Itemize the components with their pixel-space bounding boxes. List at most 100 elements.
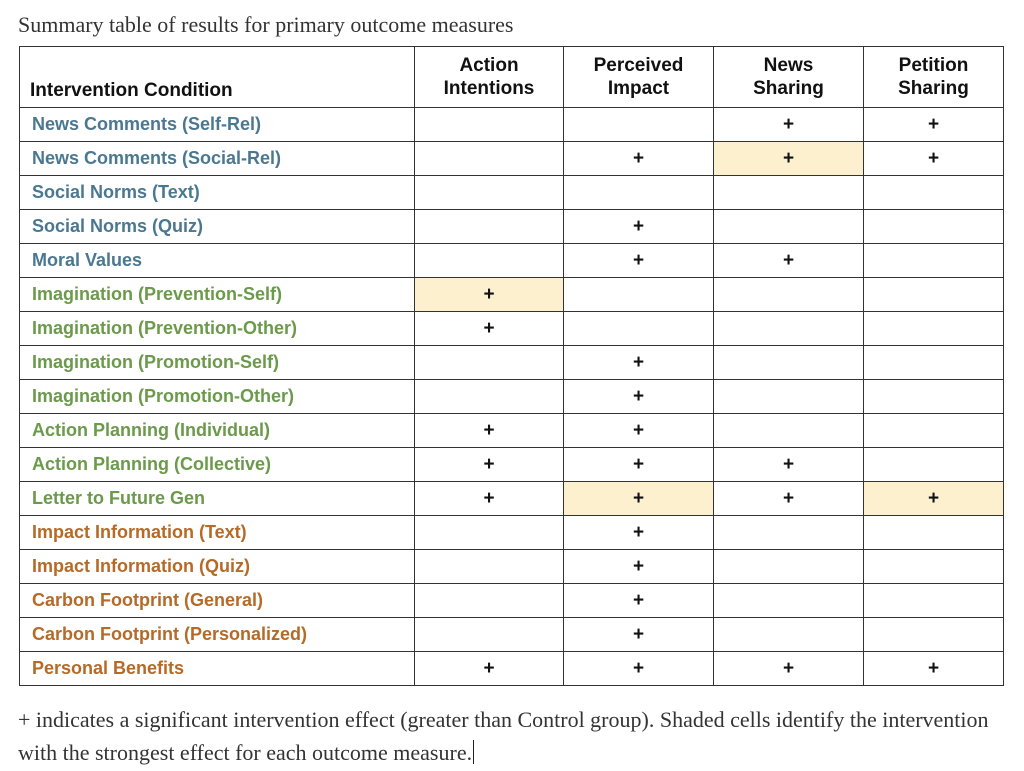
cell-news-sharing: + [713,107,864,142]
table-row: Action Planning (Individual) + + [19,413,1004,448]
cell-petition-sharing [863,549,1004,584]
condition-label: Carbon Footprint (Personalized) [19,617,415,652]
cell-perceived-impact [563,311,714,346]
cell-news-sharing [713,209,864,244]
cell-news-sharing: + [713,447,864,482]
cell-action-intentions [414,209,564,244]
table-row: Action Planning (Collective) + + + [19,447,1004,482]
table-body: News Comments (Self-Rel) + + News Comments … [19,107,1004,686]
cell-perceived-impact [563,175,714,210]
header-intervention-condition: Intervention Condition [19,46,415,108]
cell-action-intentions [414,141,564,176]
cell-petition-sharing [863,345,1004,380]
cell-action-intentions [414,583,564,618]
cell-news-sharing [713,175,864,210]
condition-label: Personal Benefits [19,651,415,686]
footnote-text: + indicates a significant intervention e… [18,707,989,765]
cell-petition-sharing [863,447,1004,482]
cell-petition-sharing: + [863,141,1004,176]
table-row: Letter to Future Gen + + + + [19,481,1004,516]
results-table: Intervention Condition Action Intentions … [19,46,1004,686]
cell-perceived-impact: + [563,447,714,482]
condition-label: Letter to Future Gen [19,481,415,516]
table-row: Imagination (Prevention-Self) + [19,277,1004,312]
condition-label: Impact Information (Quiz) [19,549,415,584]
cell-perceived-impact: + [563,379,714,414]
cell-action-intentions [414,175,564,210]
cell-news-sharing [713,379,864,414]
cell-perceived-impact: + [563,209,714,244]
condition-label: News Comments (Social-Rel) [19,141,415,176]
cell-perceived-impact: + [563,515,714,550]
table-row: Carbon Footprint (Personalized) + [19,617,1004,652]
cell-action-intentions [414,549,564,584]
header-action-intentions: Action Intentions [414,46,564,108]
condition-label: Impact Information (Text) [19,515,415,550]
cell-perceived-impact: + [563,617,714,652]
cell-news-sharing: + [713,243,864,278]
cell-action-intentions [414,243,564,278]
cell-petition-sharing [863,617,1004,652]
cell-petition-sharing [863,413,1004,448]
table-row: News Comments (Self-Rel) + + [19,107,1004,142]
condition-label: Imagination (Prevention-Self) [19,277,415,312]
cell-petition-sharing [863,379,1004,414]
condition-label: Carbon Footprint (General) [19,583,415,618]
cell-news-sharing [713,277,864,312]
cell-petition-sharing [863,277,1004,312]
condition-label: Action Planning (Collective) [19,447,415,482]
cell-news-sharing [713,413,864,448]
table-row: Impact Information (Text) + [19,515,1004,550]
header-news-sharing: News Sharing [713,46,864,108]
condition-label: Moral Values [19,243,415,278]
condition-label: Imagination (Promotion-Self) [19,345,415,380]
cell-news-sharing [713,345,864,380]
cell-action-intentions [414,379,564,414]
table-row: Carbon Footprint (General) + [19,583,1004,618]
cell-news-sharing [713,583,864,618]
condition-label: Social Norms (Quiz) [19,209,415,244]
cell-perceived-impact: + [563,243,714,278]
cell-perceived-impact: + [563,583,714,618]
condition-label: Social Norms (Text) [19,175,415,210]
cell-news-sharing [713,617,864,652]
cell-petition-sharing: + [863,651,1004,686]
table-row: Imagination (Promotion-Self) + [19,345,1004,380]
cell-perceived-impact: + [563,481,714,516]
cell-action-intentions: + [414,481,564,516]
cell-news-sharing: + [713,651,864,686]
table-row: Imagination (Promotion-Other) + [19,379,1004,414]
table-row: Impact Information (Quiz) + [19,549,1004,584]
cell-news-sharing [713,311,864,346]
condition-label: Action Planning (Individual) [19,413,415,448]
cell-news-sharing: + [713,141,864,176]
cell-news-sharing: + [713,481,864,516]
condition-label: Imagination (Promotion-Other) [19,379,415,414]
cell-petition-sharing [863,243,1004,278]
table-header-row: Intervention Condition Action Intentions … [19,46,1004,108]
cell-news-sharing [713,549,864,584]
table-row: News Comments (Social-Rel) + + + [19,141,1004,176]
cell-action-intentions: + [414,447,564,482]
header-perceived-impact: Perceived Impact [563,46,714,108]
cell-action-intentions: + [414,277,564,312]
cell-action-intentions [414,345,564,380]
cell-action-intentions: + [414,311,564,346]
cell-petition-sharing [863,583,1004,618]
text-cursor [473,740,475,764]
cell-perceived-impact: + [563,413,714,448]
cell-petition-sharing [863,175,1004,210]
table-row: Personal Benefits + + + + [19,651,1004,686]
cell-action-intentions [414,617,564,652]
table-row: Social Norms (Quiz) + [19,209,1004,244]
cell-perceived-impact: + [563,141,714,176]
cell-petition-sharing: + [863,481,1004,516]
cell-petition-sharing [863,209,1004,244]
cell-action-intentions [414,515,564,550]
cell-action-intentions: + [414,413,564,448]
cell-news-sharing [713,515,864,550]
header-petition-sharing: Petition Sharing [863,46,1004,108]
cell-perceived-impact: + [563,345,714,380]
cell-perceived-impact: + [563,549,714,584]
table-row: Moral Values + + [19,243,1004,278]
